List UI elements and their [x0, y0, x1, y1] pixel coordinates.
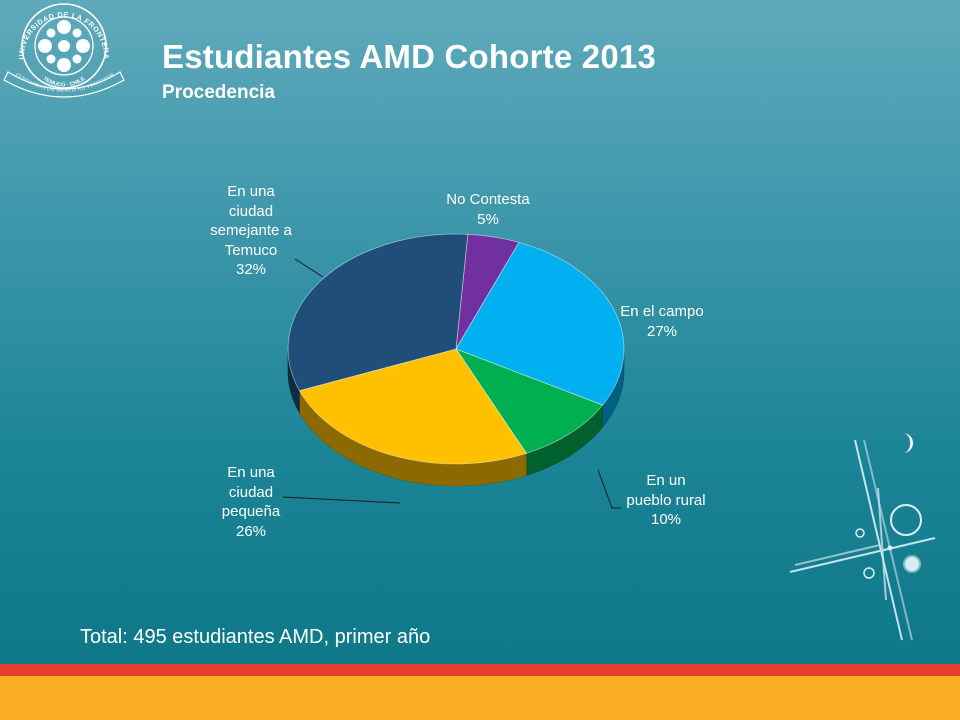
- pie-slice-3: [298, 348, 528, 465]
- decorative-circles-icon: [855, 504, 922, 579]
- slice-category-label: En una: [227, 464, 275, 481]
- slide-subtitle: Procedencia: [162, 82, 275, 103]
- slice-label-no-contesta: No Contesta 5%: [446, 190, 529, 229]
- slice-category-label: En una: [227, 183, 275, 200]
- slice-category-label: No Contesta: [446, 191, 530, 208]
- leader-line-2: [597, 469, 621, 509]
- leader-line-3: [282, 496, 401, 504]
- slice-label-ciudad-temuco: En una ciudad semejante a Temuco 32%: [210, 182, 292, 280]
- slice-category-label: En el campo: [620, 303, 704, 320]
- moon-icon: [903, 433, 913, 453]
- logo-ribbon: [3, 71, 125, 98]
- slice-category-label: pueblo rural: [626, 491, 706, 509]
- slice-label-ciudad-pequena: En una ciudad pequeña 26%: [222, 463, 280, 541]
- slice-value-label: 26%: [235, 522, 267, 540]
- slice-category-label: ciudad: [228, 483, 274, 501]
- footer-band-orange: [0, 676, 960, 720]
- slice-value-label: 27%: [646, 322, 678, 340]
- slice-category-label: Temuco: [224, 241, 278, 259]
- logo-cross-icon: [38, 20, 90, 72]
- footer-band-red: [0, 664, 960, 676]
- slice-value-label: 32%: [235, 261, 267, 278]
- slice-value-label: 5%: [477, 210, 499, 228]
- pie-slices: [287, 233, 625, 465]
- slice-category-label: pequeña: [221, 503, 281, 520]
- slice-category-label: ciudad: [228, 202, 274, 220]
- slice-label-pueblo-rural: En un pueblo rural 10%: [626, 471, 705, 530]
- pie-slice-4: [287, 233, 469, 392]
- pie-slice-2: [454, 348, 604, 454]
- leader-line-4: [294, 258, 324, 278]
- total-note: Total: 495 estudiantes AMD, primer año: [80, 626, 431, 648]
- slice-category-label: En un: [646, 472, 686, 489]
- slice-label-en-el-campo: En el campo 27%: [620, 302, 703, 341]
- leader-lines: [282, 258, 621, 509]
- university-logo: UNIVERSIDAD DE LA FRONTERA TEMUCO · CHIL…: [3, 3, 125, 98]
- slide-title: Estudiantes AMD Cohorte 2013: [162, 38, 656, 75]
- logo-ring-outer: [21, 3, 107, 89]
- slice-category-label: semejante a: [210, 222, 292, 239]
- slice-value-label: 10%: [650, 511, 682, 528]
- pie-slice-1: [455, 241, 625, 406]
